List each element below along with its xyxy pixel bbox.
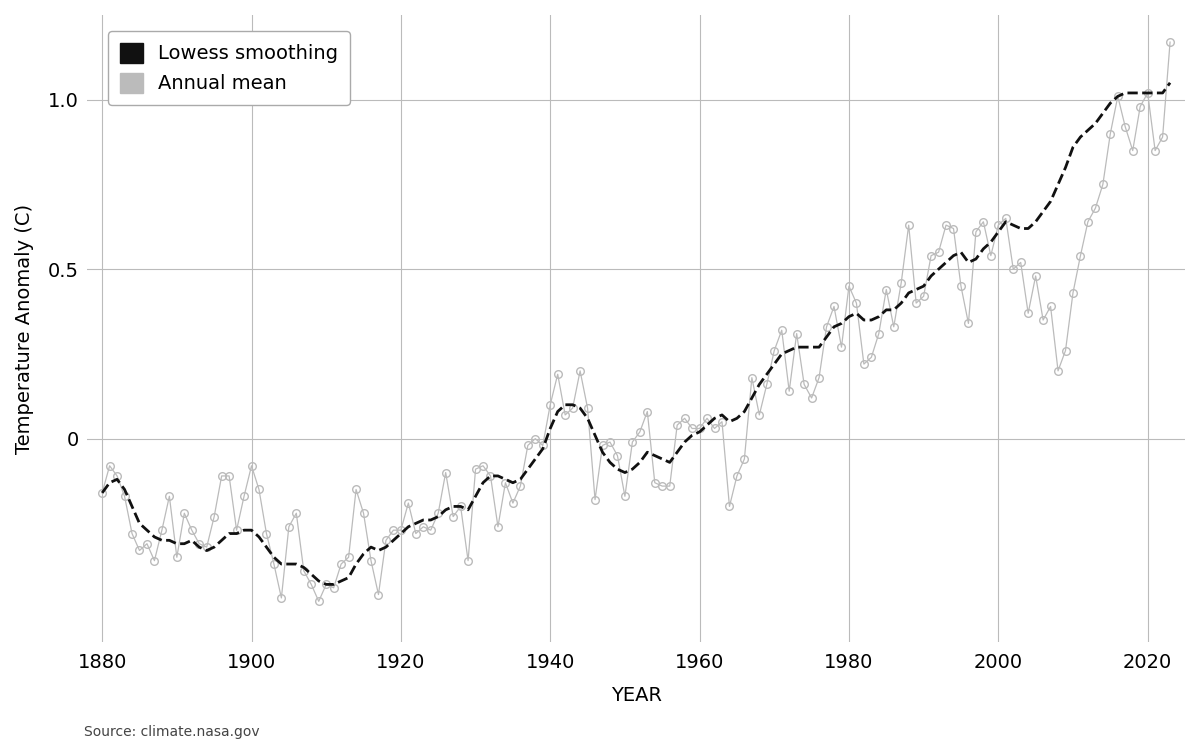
X-axis label: YEAR: YEAR	[611, 686, 661, 705]
Text: Source: climate.nasa.gov: Source: climate.nasa.gov	[84, 724, 259, 739]
Y-axis label: Temperature Anomaly (C): Temperature Anomaly (C)	[16, 203, 34, 454]
Legend: Lowess smoothing, Annual mean: Lowess smoothing, Annual mean	[108, 31, 350, 105]
